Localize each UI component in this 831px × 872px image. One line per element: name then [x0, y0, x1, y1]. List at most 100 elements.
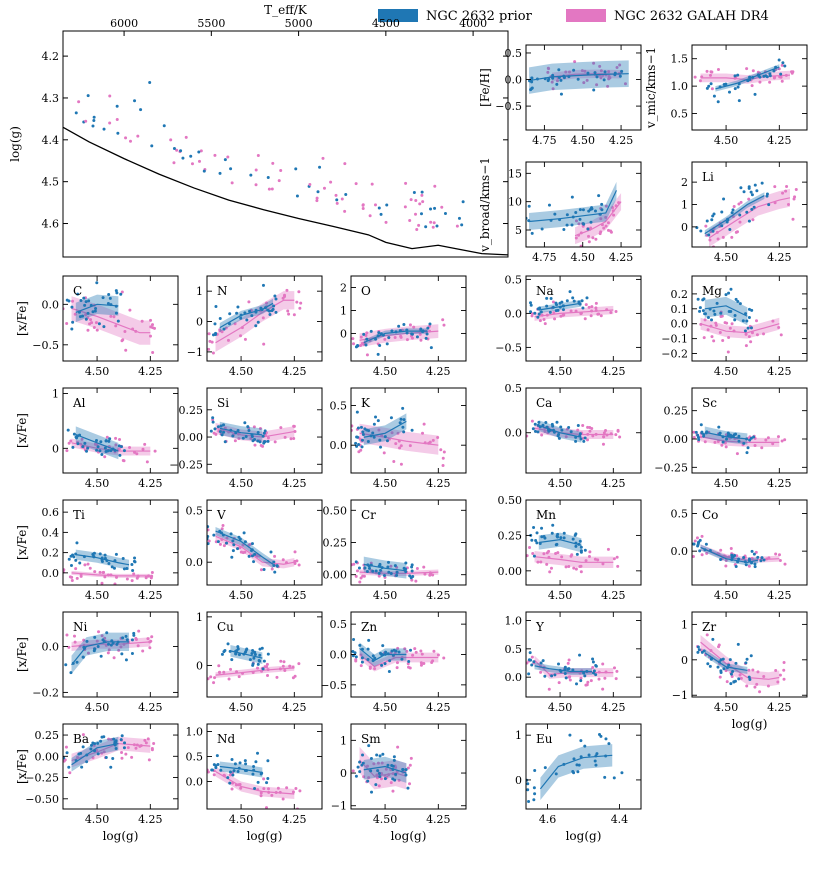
y-tick-label: −0.5: [320, 679, 347, 692]
galah-point: [251, 670, 255, 674]
prior-point: [554, 543, 558, 547]
prior-point: [316, 190, 320, 194]
prior-point: [737, 82, 741, 86]
prior-point: [701, 298, 705, 302]
prior-point: [708, 664, 712, 668]
prior-point: [607, 742, 611, 746]
prior-point: [371, 659, 375, 663]
prior-point: [385, 439, 389, 443]
galah-point: [90, 321, 94, 325]
y-tick-label: 0.25: [323, 537, 348, 550]
prior-point: [214, 304, 218, 308]
y-tick-label: 0.0: [42, 298, 60, 311]
prior-band: [529, 181, 617, 230]
galah-point: [604, 224, 608, 228]
prior-point: [697, 541, 701, 545]
prior-point: [536, 307, 540, 311]
prior-point: [593, 209, 597, 213]
prior-point: [356, 426, 360, 430]
x-tick-label: 4.25: [767, 365, 792, 378]
prior-point: [109, 303, 113, 307]
prior-point: [759, 559, 763, 563]
prior-point: [699, 229, 703, 233]
x-tick-label: 4.50: [229, 477, 254, 490]
galah-band: [534, 551, 614, 568]
galah-mean-line: [700, 436, 780, 443]
galah-point: [233, 439, 237, 443]
prior-point: [746, 79, 750, 83]
x-axis-label: log(g): [566, 829, 602, 843]
prior-mean-line: [219, 765, 263, 774]
galah-point: [422, 422, 426, 426]
galah-point: [703, 440, 707, 444]
galah-point: [230, 181, 234, 185]
prior-point: [707, 233, 711, 237]
isochrone-line: [63, 126, 508, 256]
prior-point: [399, 417, 403, 421]
galah-point: [777, 67, 781, 71]
y-tick-label: 0: [681, 221, 688, 234]
prior-point: [562, 531, 566, 535]
prior-point: [229, 167, 233, 171]
prior-point: [559, 78, 563, 82]
prior-point: [781, 61, 785, 65]
prior-point: [109, 765, 113, 769]
prior-point: [377, 206, 381, 210]
galah-point: [136, 574, 140, 578]
galah-point: [395, 661, 399, 665]
x-tick-label: 4.25: [426, 477, 451, 490]
prior-point: [574, 435, 578, 439]
galah-point: [209, 675, 213, 679]
prior-point: [718, 85, 722, 89]
galah-point: [97, 630, 101, 634]
prior-point: [216, 425, 220, 429]
teff-tick-label: 4500: [372, 17, 400, 30]
prior-point: [89, 743, 93, 747]
prior-point: [272, 563, 276, 567]
y-tick-label: 15: [508, 167, 522, 180]
x-tick-label: 4.25: [426, 589, 451, 602]
prior-point: [725, 220, 729, 224]
galah-point: [588, 550, 592, 554]
galah-point: [721, 338, 725, 342]
prior-point: [381, 644, 385, 648]
galah-point: [389, 781, 393, 785]
x-tick-label: 4.50: [229, 813, 254, 826]
element-label: V: [216, 508, 226, 522]
prior-point: [553, 673, 557, 677]
galah-point: [414, 579, 418, 583]
galah-point: [778, 673, 782, 677]
prior-point: [734, 564, 738, 568]
prior-point: [756, 555, 760, 559]
prior-point: [102, 639, 106, 643]
galah-point: [220, 527, 224, 531]
galah-point: [587, 555, 591, 559]
x-tick-label: 4.50: [373, 589, 398, 602]
galah-point: [297, 290, 301, 294]
prior-point: [737, 439, 741, 443]
prior-point: [730, 555, 734, 559]
prior-point: [562, 536, 566, 540]
prior-point: [86, 311, 90, 315]
x-tick-label: 4.25: [426, 365, 451, 378]
galah-point: [771, 442, 775, 446]
prior-point: [555, 303, 559, 307]
galah-point: [109, 314, 113, 318]
prior-point: [547, 203, 551, 207]
prior-point: [404, 567, 408, 571]
x-tick-label: 4.25: [601, 477, 626, 490]
prior-point: [247, 554, 251, 558]
prior-point: [733, 554, 737, 558]
prior-point: [104, 755, 108, 759]
prior-point: [618, 74, 622, 78]
galah-point: [292, 436, 296, 440]
galah-point: [376, 761, 380, 765]
prior-point: [82, 555, 86, 559]
prior-point: [540, 535, 544, 539]
galah-point: [256, 153, 260, 157]
prior-point: [704, 542, 708, 546]
prior-point: [570, 195, 574, 199]
galah-point: [67, 645, 71, 649]
prior-point: [591, 657, 595, 661]
